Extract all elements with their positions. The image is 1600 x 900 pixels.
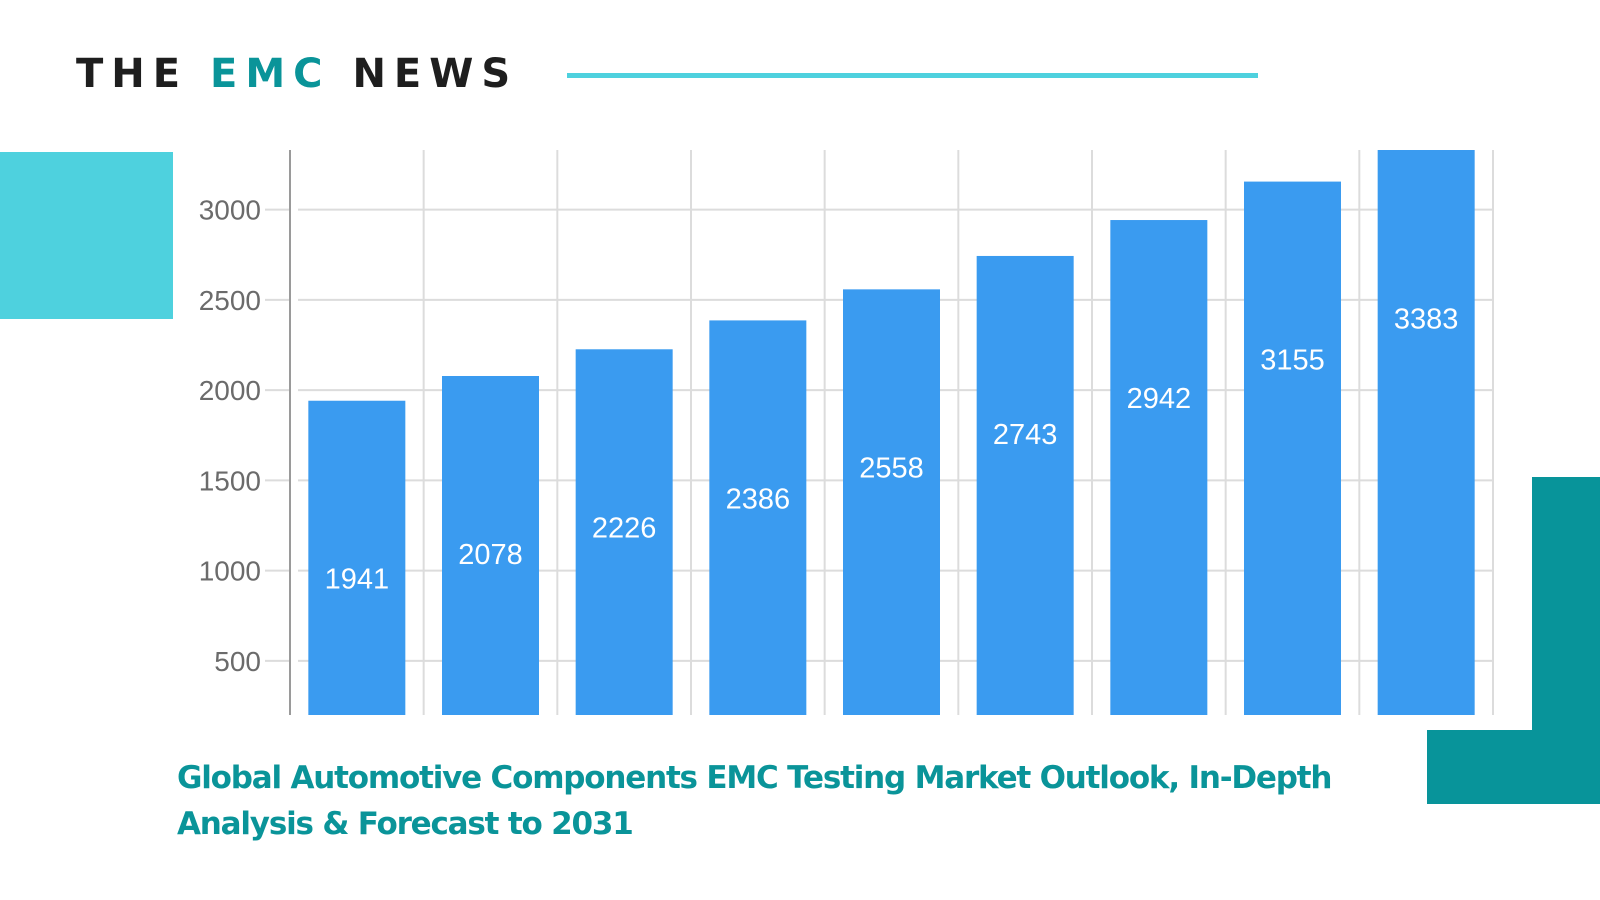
- bar: [1244, 181, 1341, 715]
- y-tick-label: 2000: [199, 375, 261, 406]
- logo-word-news: NEWS: [352, 51, 519, 97]
- bar-value-label: 2078: [458, 539, 523, 571]
- bar: [1377, 150, 1475, 715]
- y-tick-label: 1500: [199, 465, 261, 496]
- decor-square-left: [0, 152, 173, 319]
- logo-word-the: THE: [76, 51, 189, 97]
- bar-value-label: 2558: [859, 452, 924, 484]
- bar-value-label: 3383: [1394, 303, 1459, 335]
- y-tick-label: 1000: [199, 556, 261, 587]
- chart-labels: 500 1000 1500 2000 2500 3000 1941 2078 2226 2386 2…: [199, 195, 1459, 677]
- bar-value-label: 3155: [1260, 345, 1325, 377]
- bar-value-label: 2226: [592, 512, 657, 544]
- bar-value-label: 1941: [325, 564, 390, 596]
- bar: [1110, 220, 1208, 716]
- bar: [843, 289, 940, 715]
- bar-value-label: 2743: [993, 419, 1058, 451]
- y-tick-label: 500: [214, 646, 261, 677]
- chart-bars: [308, 150, 1475, 716]
- bar-value-label: 2942: [1127, 383, 1192, 415]
- y-tick-label: 3000: [199, 195, 261, 226]
- chart-caption: Global Automotive Components EMC Testing…: [177, 755, 1377, 847]
- bar: [308, 400, 406, 715]
- decor-block-right: [1427, 730, 1600, 804]
- logo-word-emc: EMC: [210, 51, 331, 97]
- site-logo: THE EMC NEWS: [76, 50, 518, 98]
- bar: [575, 349, 673, 715]
- y-tick-label: 2500: [199, 285, 261, 316]
- caption-line-2: Analysis & Forecast to 2031: [177, 806, 634, 842]
- bar: [976, 255, 1074, 715]
- bar: [709, 320, 807, 715]
- caption-line-1: Global Automotive Components EMC Testing…: [177, 760, 1332, 796]
- bar-value-label: 2386: [726, 483, 791, 515]
- header-rule: [567, 73, 1258, 78]
- bar: [442, 376, 539, 715]
